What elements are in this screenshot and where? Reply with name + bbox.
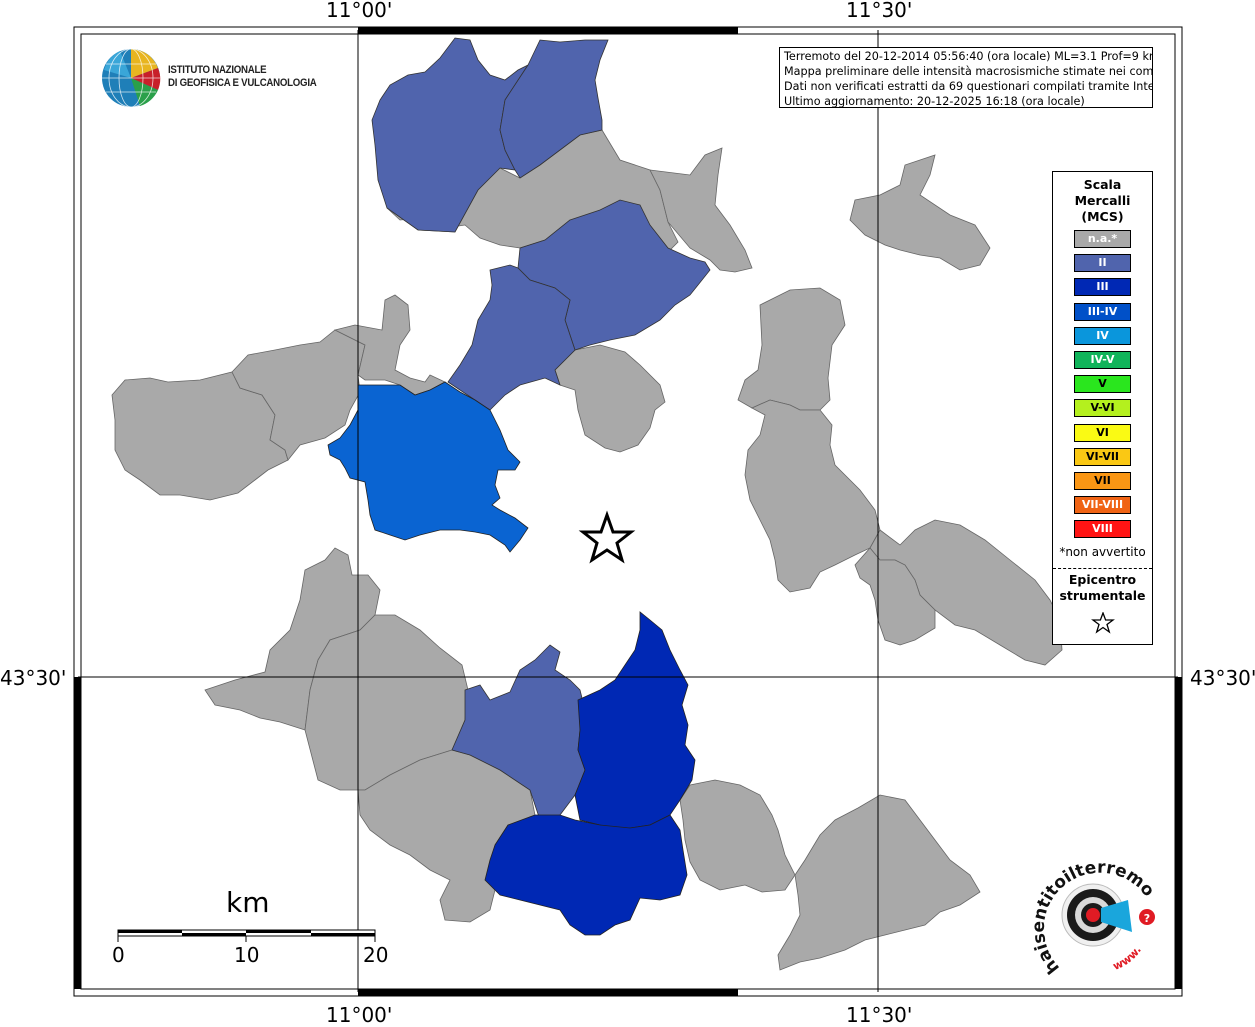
haisentito-logo-icon: ?: [1061, 883, 1155, 947]
legend-epicenter-label: Epicentro strumentale: [1053, 572, 1152, 604]
info-line-4: Ultimo aggiornamento: 20-12-2025 16:18 (…: [784, 95, 1085, 108]
scale-bar: [117, 929, 376, 942]
legend-item-iii: III: [1074, 278, 1131, 297]
legend-title-line-2: Mercalli: [1074, 193, 1131, 208]
municipality-west-b-gray: [231, 329, 366, 461]
institute-line-2: DI GEOFISICA E VULCANOLOGIA: [168, 77, 317, 89]
legend-item-iv-v: IV-V: [1074, 351, 1131, 369]
scale-unit: km: [226, 886, 270, 919]
info-line-1: Terremoto del 20-12-2014 05:56:40 (ora l…: [784, 50, 1153, 63]
legend-item-vii: VII: [1074, 472, 1131, 490]
lon-label-top-right: 11°30': [846, 0, 913, 22]
coordinate-grid: [78, 30, 1178, 992]
lon-label-bottom-right: 11°30': [846, 1003, 913, 1027]
municipality-far-east-gray: [849, 154, 991, 271]
legend-item-iv: IV: [1074, 326, 1131, 345]
legend-star-icon: [1091, 612, 1115, 634]
legend-title: Scala Mercalli (MCS): [1053, 177, 1152, 225]
legend-item-n-a: n.a.*: [1074, 230, 1131, 248]
municipality-east-d-gray: [854, 547, 936, 646]
municipality-south-bottom: [484, 814, 688, 936]
municipality-west-center: [327, 381, 529, 553]
municipality-south-east-a-gray: [679, 779, 796, 893]
institute-name: ISTITUTO NAZIONALE DI GEOFISICA E VULCAN…: [168, 64, 317, 90]
municipality-west-c-gray: [333, 294, 446, 396]
legend-title-line-1: Scala: [1083, 177, 1122, 192]
municipalities-intensity-III: [484, 611, 696, 936]
legend-item-vii-viii: VII-VIII: [1074, 496, 1131, 515]
scale-tick-10: 10: [234, 943, 260, 967]
haisentito-logo-text: haisentitoilterremoto.it www.: [1020, 840, 1158, 978]
municipalities-intensity-III-IV: [327, 381, 529, 553]
legend-epicenter-line-2: strumentale: [1059, 588, 1146, 603]
legend-item-viii: VIII: [1074, 520, 1131, 539]
map-frame: [73, 26, 1183, 997]
municipality-south-center-east: [574, 611, 696, 831]
legend-item-iii-iv: III-IV: [1074, 302, 1131, 321]
intensity-legend: Scala Mercalli (MCS) n.a.* II III III-IV IV I…: [1052, 171, 1153, 645]
lon-label-top-left: 11°00': [326, 0, 393, 22]
institute-line-1: ISTITUTO NAZIONALE: [168, 64, 267, 76]
epicenter-star-icon: [578, 510, 636, 564]
legend-item-vi: VI: [1074, 423, 1131, 442]
municipality-east-a-gray: [737, 287, 846, 411]
legend-title-line-3: (MCS): [1081, 209, 1124, 224]
legend-separator: [1053, 568, 1152, 569]
lon-label-bottom-left: 11°00': [326, 1003, 393, 1027]
info-line-2: Mappa preliminare delle intensità macros…: [784, 65, 1153, 78]
legend-item-v-vi: V-VI: [1074, 399, 1131, 418]
svg-text:www.: www.: [1111, 944, 1144, 973]
municipality-east-b-gray: [744, 399, 881, 593]
scale-tick-0: 0: [112, 943, 125, 967]
municipality-north-a: [371, 37, 530, 233]
earthquake-info-box: Terremoto del 20-12-2014 05:56:40 (ora l…: [779, 47, 1153, 108]
legend-item-v: V: [1074, 375, 1131, 394]
scale-tick-20: 20: [363, 943, 389, 967]
ingv-globe-icon: [102, 48, 161, 108]
municipalities-intensity-II: [371, 37, 711, 821]
lat-label-left: 43°30': [0, 666, 67, 690]
legend-item-vi-vii: VI-VII: [1074, 447, 1131, 466]
municipality-north-east-gray: [649, 147, 753, 273]
municipality-north-b: [499, 39, 609, 179]
legend-item-ii: II: [1074, 254, 1131, 273]
municipality-south-east-b-gray: [777, 794, 981, 971]
info-line-3: Dati non verificati estratti da 69 quest…: [784, 80, 1153, 93]
municipality-south-west-a-gray: [204, 547, 381, 731]
municipality-center-north-west: [447, 264, 576, 411]
legend-note: *non avvertito: [1059, 545, 1146, 559]
svg-text:?: ?: [1144, 912, 1150, 925]
lat-label-right: 43°30': [1190, 666, 1255, 690]
municipality-center-gray: [554, 344, 666, 453]
legend-epicenter-line-1: Epicentro: [1068, 572, 1137, 587]
